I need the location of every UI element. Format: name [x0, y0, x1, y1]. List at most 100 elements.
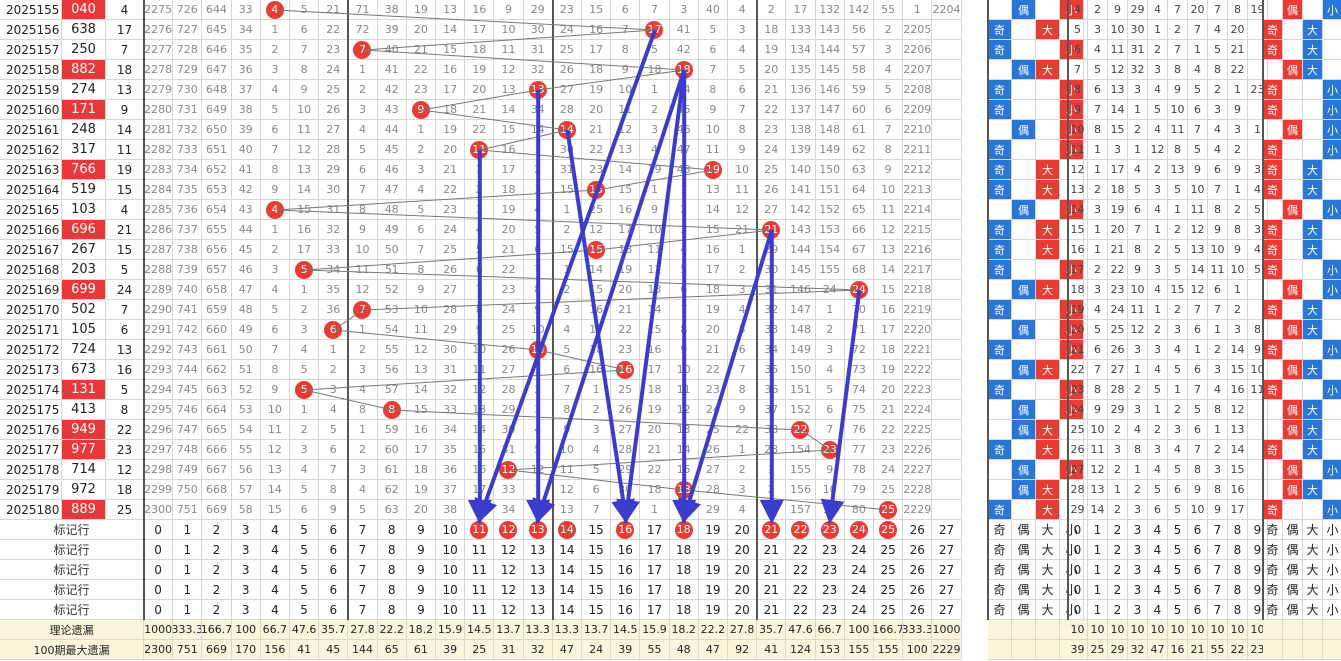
miss-cell: 2206: [903, 40, 933, 60]
tag-box: 偶: [1012, 280, 1035, 299]
miss-cell: 31: [611, 500, 641, 520]
tail-shape-cell: [1323, 20, 1341, 40]
miss-cell: 8: [290, 60, 320, 80]
footer-shape-cell: [1012, 620, 1036, 640]
tail-shape-cell: [1263, 120, 1283, 140]
digit-miss-cell: 11: [1188, 200, 1208, 220]
footer-shape-cell: [1036, 620, 1060, 640]
miss-cell: 27: [698, 460, 728, 480]
footer-tail-cell: 奇: [1263, 560, 1283, 580]
miss-cell: 3: [728, 20, 758, 40]
draw-number: 248: [62, 120, 106, 140]
period-cell: 2025158: [0, 60, 62, 80]
digit-miss-cell: 5: [1148, 380, 1168, 400]
miss-cell: 4: [728, 500, 758, 520]
number-ball: 12: [499, 520, 518, 539]
footer-digit-cell: 8: [1228, 580, 1248, 600]
tag-box: 偶: [1283, 420, 1302, 439]
miss-cell: 23: [698, 380, 728, 400]
tag-box: 奇: [988, 380, 1011, 399]
footer-shape-cell: [1012, 640, 1036, 660]
footer-cell: 9: [406, 540, 436, 560]
miss-cell: 8: [406, 260, 436, 280]
digit-miss-cell: 11: [1168, 120, 1188, 140]
digit-miss-cell: 1: [1128, 360, 1148, 380]
shape-cell: 偶: [1012, 280, 1036, 300]
footer-cell: 166.7: [874, 620, 904, 640]
footer-digit-cell: 10: [1208, 620, 1228, 640]
footer-cell: 47: [698, 640, 728, 660]
shape-cell: 大: [1036, 360, 1060, 380]
miss-cell: 18: [698, 280, 728, 300]
miss-cell: 17: [640, 360, 670, 380]
footer-cell: 10: [436, 580, 466, 600]
miss-cell: 18: [669, 60, 699, 80]
digit-miss-cell: 15: [1168, 280, 1188, 300]
sum-value: 5: [106, 260, 144, 280]
draw-number: 274: [62, 80, 106, 100]
number-ball: 16: [616, 520, 635, 539]
digit-miss-cell: 7: [1088, 360, 1108, 380]
miss-cell: 39: [231, 120, 261, 140]
digit-miss-cell: 12: [1148, 140, 1168, 160]
sum-value: 15: [106, 240, 144, 260]
miss-cell: 1: [640, 80, 670, 100]
tag-box: 小: [1060, 80, 1083, 99]
footer-cell: 2: [202, 580, 232, 600]
tail-shape-cell: [1283, 220, 1303, 240]
period-cell: 2025172: [0, 340, 62, 360]
footer-cell: 22.2: [377, 620, 407, 640]
tail-shape-cell: 大: [1303, 160, 1323, 180]
miss-cell: 5: [290, 0, 320, 20]
miss-cell: 5: [640, 40, 670, 60]
tag-box: 小: [1060, 380, 1083, 399]
footer-digit-cell: 1: [1088, 560, 1108, 580]
miss-cell: 26: [611, 400, 641, 420]
miss-cell: 2289: [144, 280, 174, 300]
footer-tail-cell: 大: [1303, 580, 1323, 600]
footer-digit-cell: 29: [1108, 640, 1128, 660]
footer-cell: 17: [640, 580, 670, 600]
digit-miss-cell: 12: [1228, 400, 1248, 420]
miss-cell: 57: [377, 380, 407, 400]
miss-cell: 20: [406, 20, 436, 40]
miss-cell: 25: [611, 380, 641, 400]
footer-cell: 25: [874, 580, 904, 600]
miss-cell: 4: [260, 200, 290, 220]
miss-cell: 5: [260, 300, 290, 320]
period-cell: 2025179: [0, 480, 62, 500]
sum-value: 5: [106, 380, 144, 400]
miss-cell: 10: [348, 240, 378, 260]
miss-cell: 24: [815, 280, 845, 300]
draw-number: 103: [62, 200, 106, 220]
miss-cell: 35: [436, 440, 466, 460]
miss-cell: 2: [290, 420, 320, 440]
miss-cell: 2214: [903, 200, 933, 220]
miss-cell: 12: [260, 440, 290, 460]
period-cell: 2025161: [0, 120, 62, 140]
tag-box: 大: [1036, 20, 1059, 39]
footer-shape-cell: 奇: [988, 540, 1012, 560]
footer-cell: 16: [611, 540, 641, 560]
miss-cell: 10: [290, 100, 320, 120]
shape-cell: 大: [1036, 60, 1060, 80]
digit-miss-cell: 9: [1108, 0, 1128, 20]
miss-cell: 749: [173, 460, 203, 480]
miss-cell: 15: [494, 120, 524, 140]
digit-miss-cell: 11: [1068, 140, 1088, 160]
digit-miss-cell: 5: [1128, 180, 1148, 200]
miss-cell: 1: [465, 160, 495, 180]
miss-cell: 6: [728, 80, 758, 100]
miss-cell: 51: [231, 360, 261, 380]
footer-cell: 27: [932, 520, 962, 540]
tag-box: 小: [1060, 0, 1083, 19]
digit-miss-cell: 4: [1088, 300, 1108, 320]
miss-cell: 740: [173, 280, 203, 300]
tag-box: 奇: [1263, 260, 1282, 279]
footer-cell: 17: [640, 560, 670, 580]
shape-cell: 奇: [988, 300, 1012, 320]
digit-miss-cell: 6: [1168, 480, 1188, 500]
miss-cell: 2285: [144, 200, 174, 220]
shape-cell: 偶: [1012, 420, 1036, 440]
number-ball: 18: [674, 520, 693, 539]
